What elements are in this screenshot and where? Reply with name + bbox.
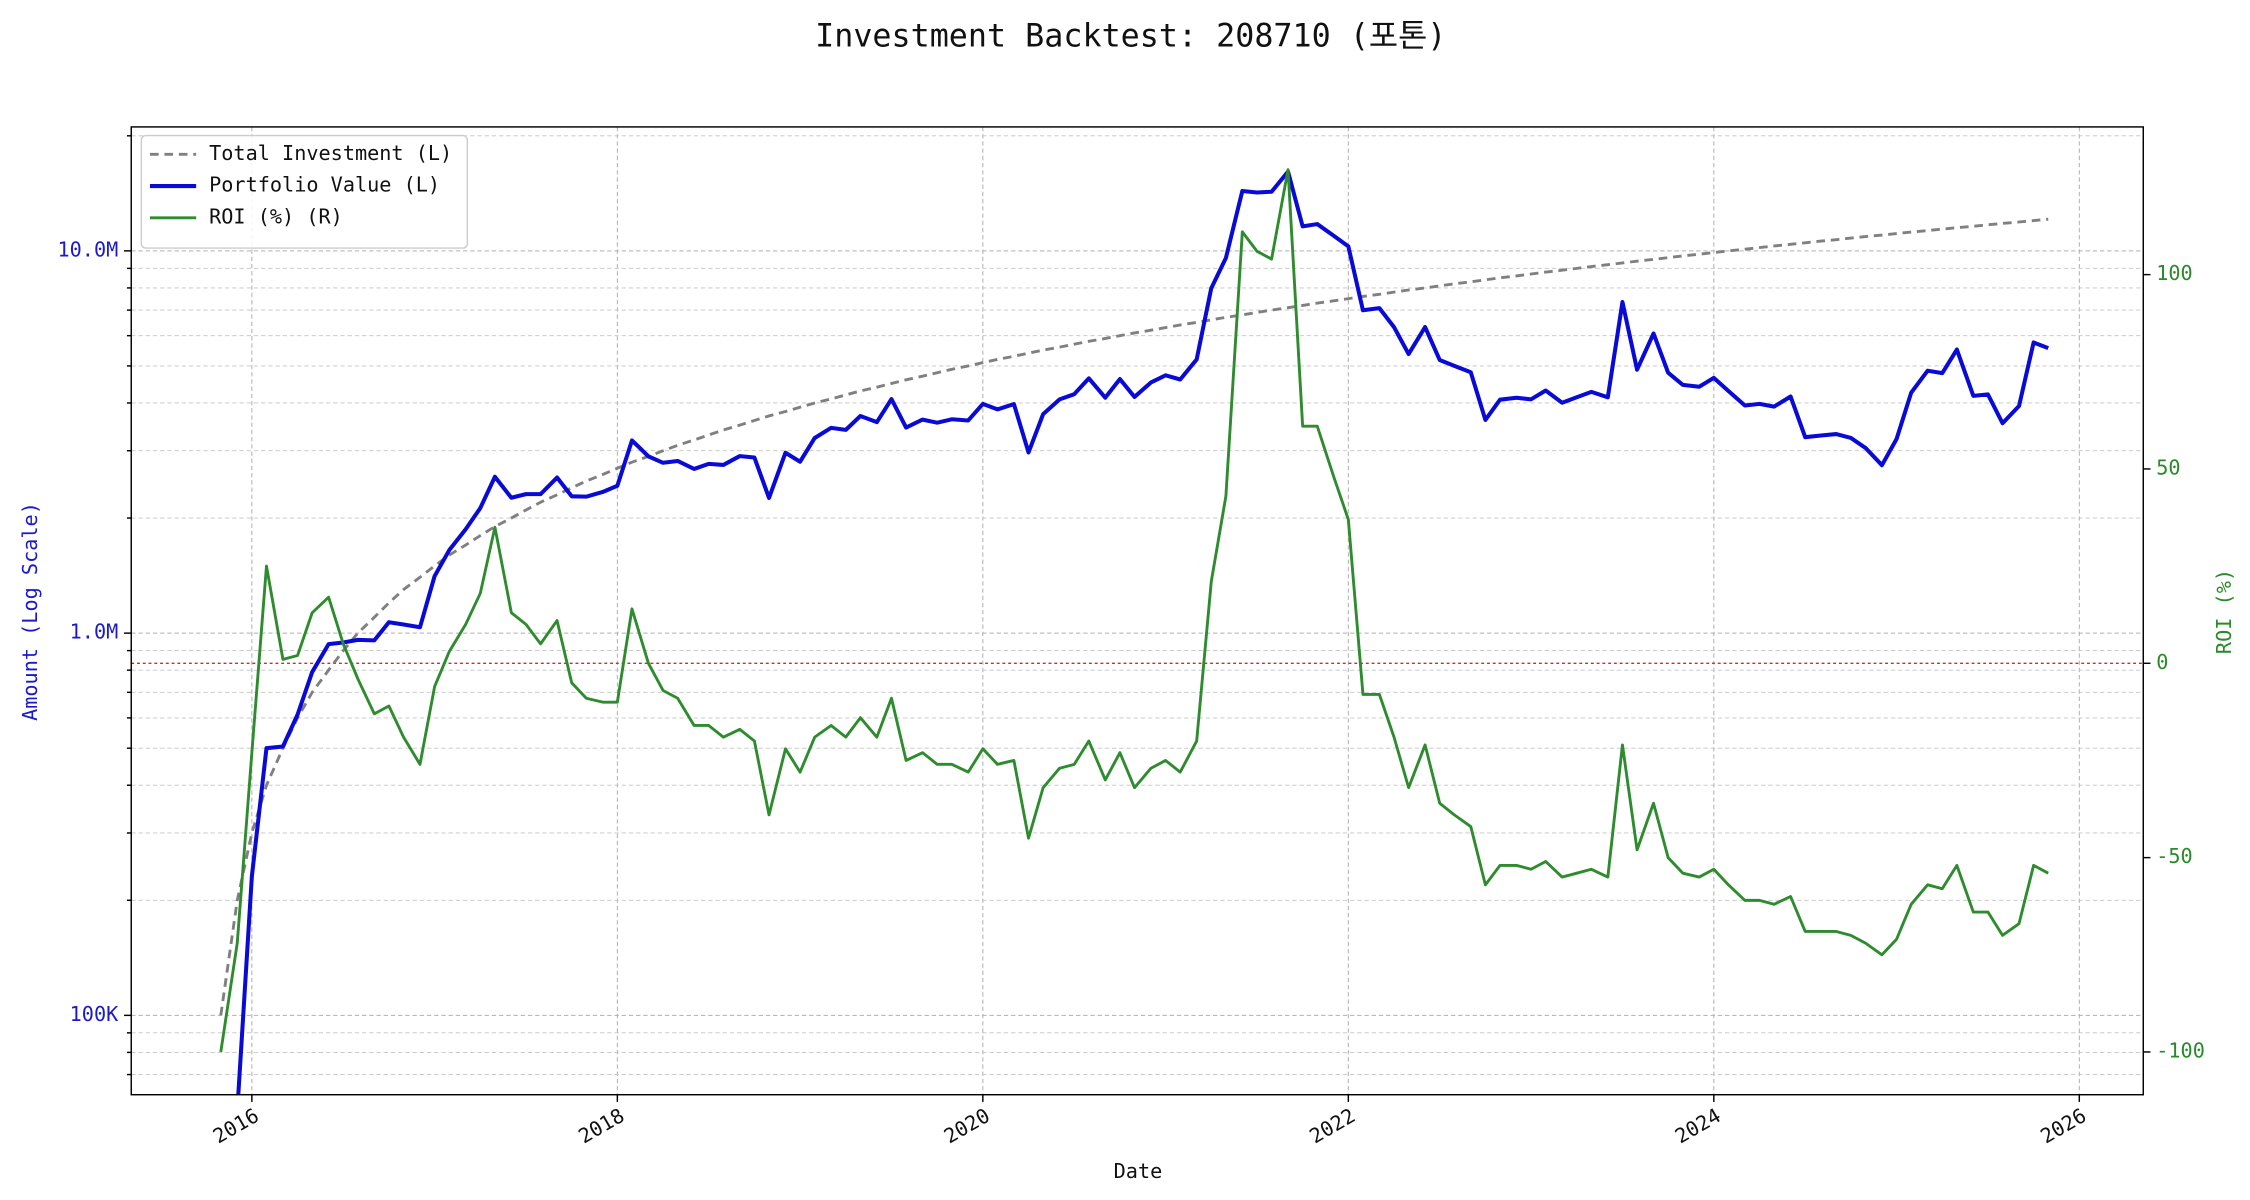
y-tick-label: 10.0M	[57, 237, 118, 261]
x-axis-label: Date	[1114, 1159, 1163, 1183]
series-line	[219, 217, 2049, 1016]
y2-tick-label: -50	[2156, 844, 2192, 868]
legend-label: Total Investment (L)	[209, 141, 452, 165]
legend-label: Portfolio Value (L)	[209, 173, 440, 197]
legend: Total Investment (L) Portfolio Value (L) R…	[140, 134, 469, 249]
plot-area	[131, 168, 2144, 1095]
series-line	[236, 169, 2049, 1095]
legend-label: ROI (%) (R)	[209, 204, 343, 228]
chart-title: Investment Backtest: 208710 (포톤)	[815, 19, 1446, 55]
y2-axis-label: ROI (%)	[2212, 569, 2236, 654]
y-tick-label: 100K	[70, 1002, 119, 1026]
legend-box	[140, 134, 469, 249]
y2-tick-label: 0	[2156, 650, 2168, 674]
y2-tick-label: -100	[2156, 1038, 2205, 1062]
y2-tick-label: 50	[2156, 455, 2180, 479]
y-tick-label: 1.0M	[70, 620, 119, 644]
plot-frame	[130, 126, 2144, 1096]
y2-tick-label: 100	[2156, 261, 2192, 285]
series-line	[219, 168, 2049, 1053]
y-axis-label: Amount (Log Scale)	[18, 502, 42, 721]
